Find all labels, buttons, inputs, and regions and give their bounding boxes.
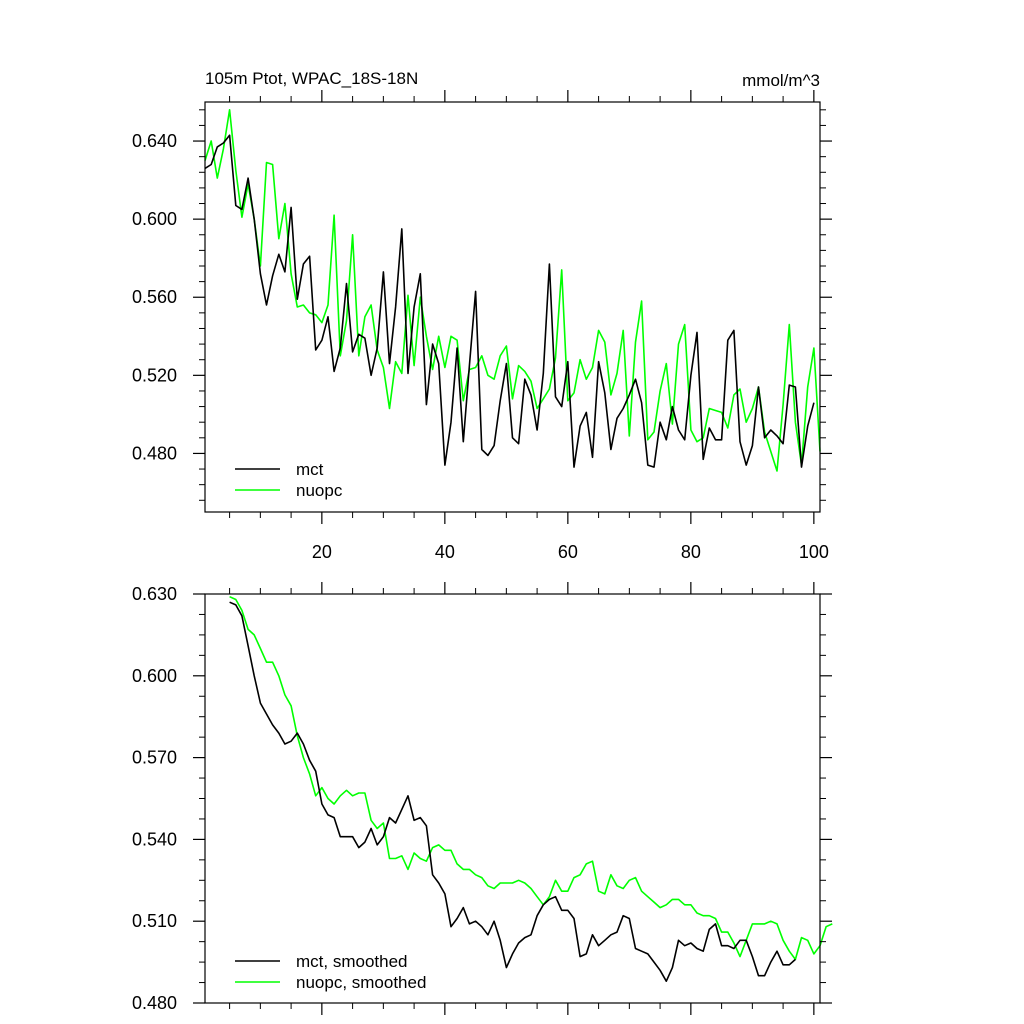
top-plot-area	[204, 109, 821, 472]
bottom-axes: 0.480 0.510 0.540 0.570 0.600 0.630	[132, 582, 832, 1015]
top-panel-title: 105m Ptot, WPAC_18S-18N	[205, 69, 418, 88]
top-legend: mct nuopc	[235, 460, 343, 500]
plot-frame	[204, 101, 821, 513]
top-panel: 105m Ptot, WPAC_18S-18N mmol/m^3 0.4800.…	[132, 69, 832, 562]
x-tick-label: 80	[681, 542, 701, 562]
legend-label-mct-smoothed: mct, smoothed	[296, 952, 408, 971]
x-tick-label: 60	[558, 542, 578, 562]
y-tick-label: 0.640	[132, 131, 177, 151]
x-tick-label: 40	[435, 542, 455, 562]
bottom-panel: 0.480 0.510 0.540 0.570 0.600 0.630 mct, smoo…	[132, 582, 833, 1015]
y-tick-label: 0.570	[132, 748, 177, 768]
bottom-plot-area	[229, 595, 833, 983]
y-tick-label: 0.630	[132, 584, 177, 604]
legend-label-mct: mct	[296, 460, 324, 479]
y-tick-label: 0.600	[132, 209, 177, 229]
bottom-legend: mct, smoothed nuopc, smoothed	[235, 952, 426, 992]
legend-label-nuopc: nuopc	[296, 481, 343, 500]
series-line-nuopc-smoothed	[229, 595, 833, 961]
y-tick-label: 0.520	[132, 365, 177, 385]
y-tick-label: 0.480	[132, 443, 177, 463]
plot-frame	[204, 593, 821, 1004]
series-line-mct-smoothed	[229, 601, 796, 983]
y-tick-label: 0.560	[132, 287, 177, 307]
y-tick-label: 0.540	[132, 829, 177, 849]
series-line-mct	[204, 134, 815, 468]
top-panel-units: mmol/m^3	[742, 71, 820, 90]
series-line-nuopc	[204, 109, 821, 472]
y-tick-label: 0.510	[132, 911, 177, 931]
y-tick-label: 0.480	[132, 993, 177, 1013]
x-tick-label: 100	[799, 542, 829, 562]
legend-label-nuopc-smoothed: nuopc, smoothed	[296, 973, 426, 992]
top-axes: 0.480 0.520 0.560 0.600 0.640 20 40 60 80 100	[132, 90, 832, 562]
x-tick-label: 20	[312, 542, 332, 562]
y-tick-label: 0.600	[132, 666, 177, 686]
